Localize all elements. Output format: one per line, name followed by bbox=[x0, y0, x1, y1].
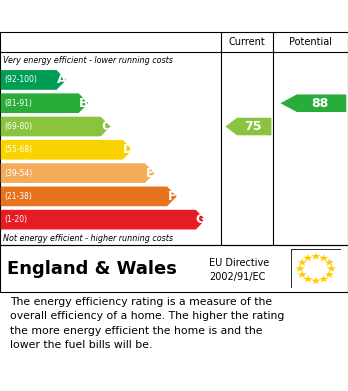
FancyArrow shape bbox=[1, 187, 177, 206]
Polygon shape bbox=[319, 254, 329, 261]
Text: England & Wales: England & Wales bbox=[7, 260, 177, 278]
Text: A: A bbox=[57, 74, 66, 86]
Polygon shape bbox=[319, 275, 329, 282]
Text: Energy Efficiency Rating: Energy Efficiency Rating bbox=[10, 9, 220, 23]
Text: (92-100): (92-100) bbox=[4, 75, 37, 84]
Text: C: C bbox=[101, 120, 110, 133]
Polygon shape bbox=[327, 265, 336, 272]
Text: 2002/91/EC: 2002/91/EC bbox=[209, 272, 265, 282]
Text: G: G bbox=[196, 213, 206, 226]
Polygon shape bbox=[298, 258, 307, 266]
Polygon shape bbox=[303, 254, 313, 261]
Text: 75: 75 bbox=[245, 120, 262, 133]
Polygon shape bbox=[311, 277, 321, 284]
Text: F: F bbox=[168, 190, 176, 203]
Text: (69-80): (69-80) bbox=[4, 122, 32, 131]
Text: Current: Current bbox=[229, 37, 266, 47]
Text: (55-68): (55-68) bbox=[4, 145, 32, 154]
Text: B: B bbox=[79, 97, 88, 110]
Polygon shape bbox=[325, 271, 334, 278]
Text: (39-54): (39-54) bbox=[4, 169, 32, 178]
Text: D: D bbox=[122, 143, 133, 156]
Polygon shape bbox=[298, 271, 307, 278]
Text: Potential: Potential bbox=[289, 37, 332, 47]
Polygon shape bbox=[311, 253, 321, 260]
Polygon shape bbox=[303, 275, 313, 282]
FancyArrow shape bbox=[1, 210, 206, 230]
Polygon shape bbox=[325, 258, 334, 266]
Text: EU Directive: EU Directive bbox=[209, 258, 269, 268]
FancyArrow shape bbox=[1, 163, 155, 183]
FancyArrow shape bbox=[1, 140, 133, 160]
FancyArrow shape bbox=[1, 70, 66, 90]
Text: 88: 88 bbox=[311, 97, 328, 110]
FancyArrow shape bbox=[1, 117, 111, 136]
Text: Not energy efficient - higher running costs: Not energy efficient - higher running co… bbox=[3, 234, 174, 243]
FancyArrow shape bbox=[1, 93, 88, 113]
Text: The energy efficiency rating is a measure of the
overall efficiency of a home. T: The energy efficiency rating is a measur… bbox=[10, 297, 285, 350]
Text: Very energy efficient - lower running costs: Very energy efficient - lower running co… bbox=[3, 56, 173, 65]
Polygon shape bbox=[295, 265, 305, 272]
FancyArrow shape bbox=[280, 95, 346, 112]
Text: (1-20): (1-20) bbox=[4, 215, 27, 224]
Text: (81-91): (81-91) bbox=[4, 99, 32, 108]
Text: (21-38): (21-38) bbox=[4, 192, 32, 201]
Text: E: E bbox=[145, 167, 154, 179]
FancyArrow shape bbox=[226, 118, 271, 135]
